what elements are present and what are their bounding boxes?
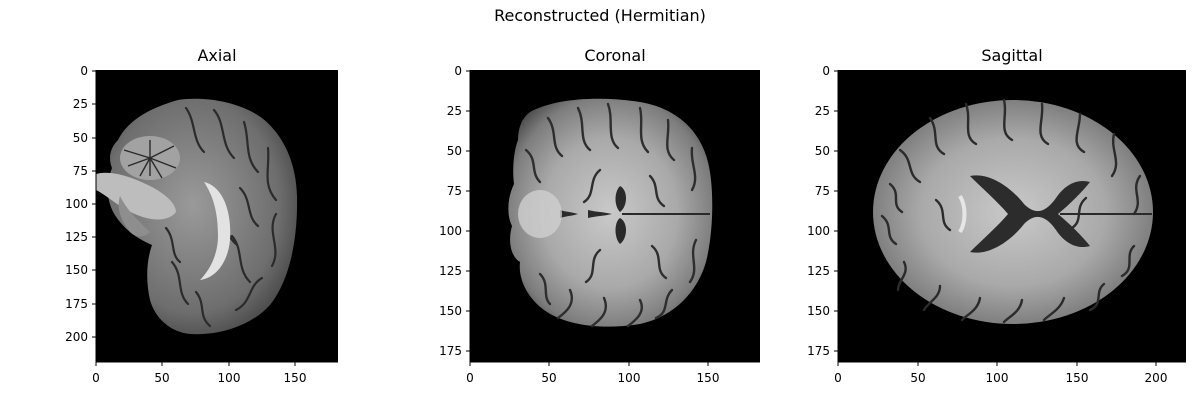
axial-axes: 0 50 100 150 0 25 50 75 100 125 150 175 … — [65, 64, 338, 385]
sagittal-ytick-label: 150 — [807, 304, 830, 318]
coronal-panel-title: Coronal — [584, 46, 646, 65]
sagittal-brain-slice — [873, 98, 1153, 324]
coronal-ytick-label: 0 — [454, 64, 462, 78]
axial-ytick-label: 100 — [65, 197, 88, 211]
coronal-axes: 0 50 100 150 0 25 50 75 100 125 150 175 — [439, 64, 760, 385]
coronal-ytick-label: 100 — [439, 224, 462, 238]
sagittal-ytick-label: 75 — [815, 184, 830, 198]
coronal-xtick-label: 50 — [541, 371, 556, 385]
sagittal-xtick-label: 150 — [1066, 371, 1089, 385]
figure-suptitle: Reconstructed (Hermitian) — [494, 6, 706, 25]
axial-ytick-label: 75 — [73, 164, 88, 178]
coronal-panel — [470, 70, 760, 362]
coronal-ytick-label: 75 — [447, 184, 462, 198]
coronal-xtick-label: 0 — [466, 371, 474, 385]
coronal-xtick-label: 150 — [697, 371, 720, 385]
sagittal-ytick-label: 100 — [807, 224, 830, 238]
axial-ytick-label: 175 — [65, 297, 88, 311]
sagittal-xtick-label: 50 — [910, 371, 925, 385]
axial-xtick-label: 100 — [218, 371, 241, 385]
coronal-ytick-label: 50 — [447, 144, 462, 158]
sagittal-panel — [838, 70, 1186, 362]
sagittal-xtick-label: 0 — [834, 371, 842, 385]
sagittal-ytick-label: 175 — [807, 344, 830, 358]
axial-brain-slice — [96, 98, 298, 335]
axial-ytick-label: 0 — [80, 64, 88, 78]
axial-ytick-label: 50 — [73, 131, 88, 145]
sagittal-ytick-label: 125 — [807, 264, 830, 278]
axial-ytick-label: 200 — [65, 330, 88, 344]
sagittal-ytick-label: 0 — [822, 64, 830, 78]
sagittal-ytick-label: 25 — [815, 104, 830, 118]
axial-xtick-label: 50 — [154, 371, 169, 385]
axial-xtick-label: 0 — [92, 371, 100, 385]
axial-xtick-label: 150 — [284, 371, 307, 385]
coronal-ytick-label: 25 — [447, 104, 462, 118]
sagittal-xtick-label: 100 — [986, 371, 1009, 385]
axial-ytick-label: 125 — [65, 230, 88, 244]
sagittal-panel-title: Sagittal — [981, 46, 1043, 65]
coronal-ytick-label: 125 — [439, 264, 462, 278]
axial-panel-title: Axial — [197, 46, 237, 65]
sagittal-ytick-label: 50 — [815, 144, 830, 158]
axial-ytick-label: 150 — [65, 263, 88, 277]
axial-panel — [96, 70, 338, 362]
coronal-ytick-label: 150 — [439, 304, 462, 318]
coronal-xtick-label: 100 — [618, 371, 641, 385]
sagittal-xtick-label: 200 — [1145, 371, 1168, 385]
coronal-brain-slice — [508, 98, 713, 328]
coronal-ytick-label: 175 — [439, 344, 462, 358]
sagittal-axes: 0 50 100 150 200 0 25 50 75 100 125 150 … — [807, 64, 1186, 385]
axial-ytick-label: 25 — [73, 97, 88, 111]
